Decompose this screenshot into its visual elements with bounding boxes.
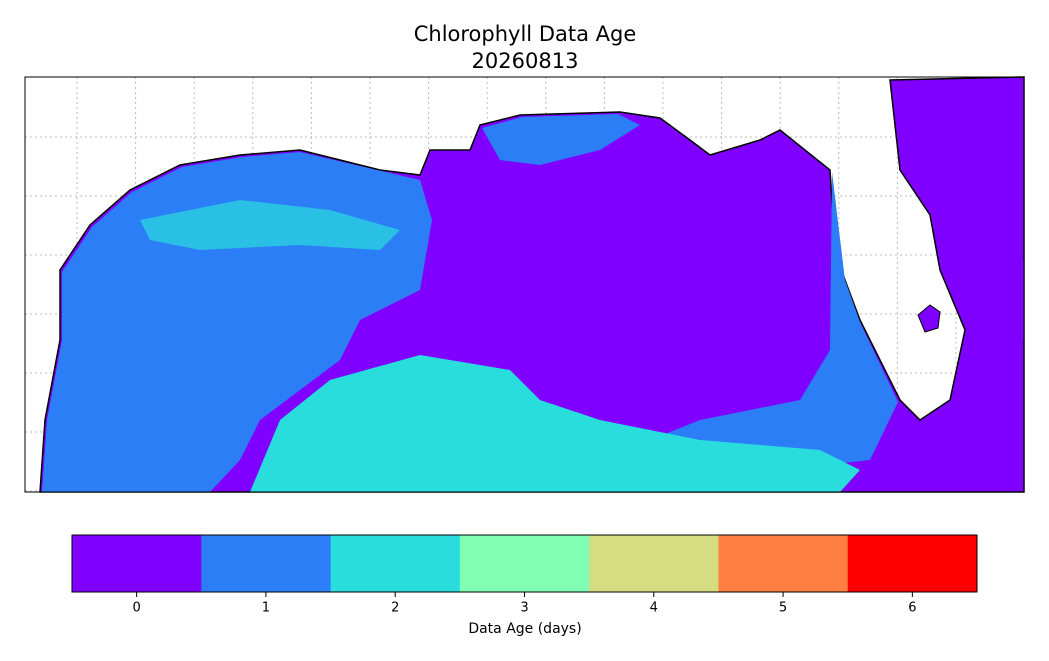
region-blue-east	[650, 172, 898, 470]
colorbar-tick-label: 5	[779, 601, 787, 616]
colorbar-tick-label: 2	[391, 601, 399, 616]
region-cyan-west	[140, 200, 400, 250]
region-blue-north	[482, 114, 640, 165]
colorbar-segment	[201, 535, 332, 592]
region-purple-east	[960, 260, 1024, 340]
colorbar-tick-label: 0	[133, 601, 141, 616]
colorbar-tick-label: 4	[650, 601, 658, 616]
colorbar-segment	[589, 535, 719, 592]
map-frame	[24, 76, 1025, 493]
colorbar: 0 1 2 3 4 5 6	[72, 535, 978, 616]
map-subtitle: 20260813	[472, 49, 579, 73]
colorbar-segment	[718, 535, 849, 592]
colorbar-segment	[459, 535, 590, 592]
colorbar-tick-label: 3	[520, 601, 528, 616]
region-cyan-south	[250, 355, 860, 492]
colorbar-segment	[72, 535, 202, 592]
map-title: Chlorophyll Data Age	[414, 22, 637, 46]
colorbar-tick-label: 1	[262, 601, 270, 616]
map	[24, 76, 1025, 493]
colorbar-segment	[847, 535, 978, 592]
colorbar-label: Data Age (days)	[468, 621, 581, 637]
colorbar-segment	[330, 535, 461, 592]
colorbar-tick-label: 6	[908, 601, 916, 616]
lake-okeechobee	[917, 304, 941, 333]
colorbar-frame	[71, 534, 978, 593]
